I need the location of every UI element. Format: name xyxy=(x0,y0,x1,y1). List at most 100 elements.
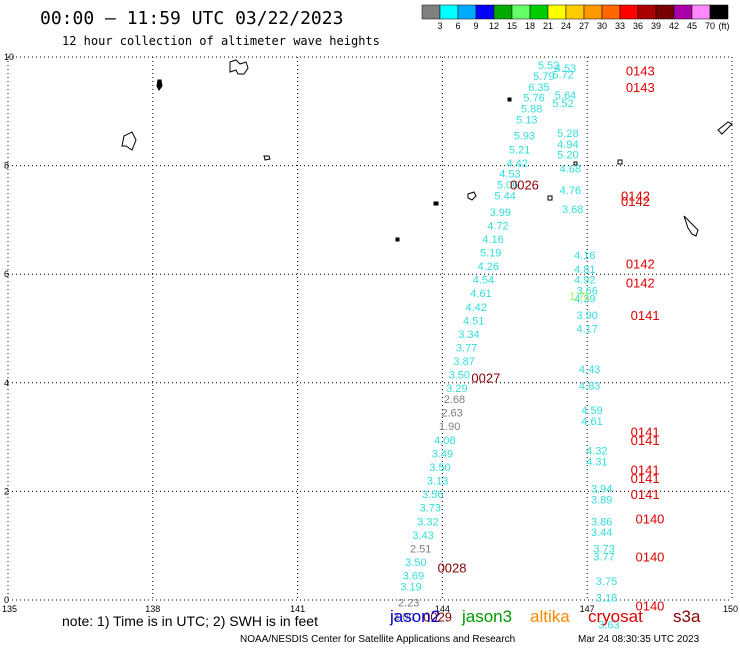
pass-time-label: 0142 xyxy=(626,275,655,290)
pass-time-label: 0141 xyxy=(631,463,660,478)
page-subtitle: 12 hour collection of altimeter wave hei… xyxy=(62,34,380,48)
island-outline xyxy=(121,131,137,151)
colorbar-tick-label: 6 xyxy=(455,21,460,31)
colorbar-swatch xyxy=(565,4,585,20)
colorbar-tick-label: 39 xyxy=(651,21,661,31)
colorbar-tick-label: 42 xyxy=(669,21,679,31)
colorbar-tick-label: 70 xyxy=(705,21,715,31)
wave-height-label: 4.94 xyxy=(557,139,578,151)
wave-height-label: 3.19 xyxy=(400,581,421,593)
colorbar-swatch xyxy=(601,4,621,20)
wave-height-label: 4.53 xyxy=(499,169,520,181)
colorbar-swatch xyxy=(493,4,513,20)
wave-height-label: 4.42 xyxy=(507,158,528,170)
island-outline xyxy=(547,195,553,201)
wave-height-label: 3.77 xyxy=(456,343,477,355)
pass-time-label: 0026 xyxy=(510,178,539,193)
wave-height-label: 3.43 xyxy=(412,530,433,542)
wave-height-label: 4.17 xyxy=(576,324,597,336)
wave-height-label: 4.81 xyxy=(574,264,595,276)
wave-height-label: 2.68 xyxy=(444,394,465,406)
lat-tick-label: 6 xyxy=(4,269,9,279)
colorbar-tick-label: 27 xyxy=(579,21,589,31)
wave-height-label: 5.76 xyxy=(523,93,544,105)
wave-height-label: 3.73 xyxy=(593,543,614,555)
colorbar-tick-label: 45 xyxy=(687,21,697,31)
wave-height-label: 3.63 xyxy=(598,619,619,631)
wave-height-label: 3.50 xyxy=(429,462,450,474)
footer-note: note: 1) Time is in UTC; 2) SWH is in fe… xyxy=(62,613,318,629)
wave-height-labels: 5.525.796.355.765.885.135.935.214.424.53… xyxy=(393,60,620,631)
wave-height-label: 5.88 xyxy=(521,104,542,116)
island-outlines xyxy=(121,59,733,242)
pass-time-label: 0029 xyxy=(423,609,452,624)
wave-height-label: 4.31 xyxy=(586,457,607,469)
satellite-s3a: s3a xyxy=(673,607,701,626)
wave-height-label: 4.26 xyxy=(478,261,499,273)
wave-height-label: 3.68 xyxy=(562,204,583,216)
wave-height-label: 3.56 xyxy=(422,489,443,501)
lon-tick-label: 150 xyxy=(723,604,738,614)
wave-height-label: 3.32 xyxy=(417,516,438,528)
wave-height-label: 3.66 xyxy=(576,285,597,297)
satellite-cryosat: cryosat xyxy=(588,607,643,626)
wave-height-label: 4.43 xyxy=(579,364,600,376)
lon-tick-label: 147 xyxy=(580,604,595,614)
wave-height-label: 1.90 xyxy=(439,421,460,433)
pass-time-label: 0142 xyxy=(621,194,650,209)
wave-height-label: 5.52 xyxy=(552,98,573,110)
wave-height-label: 4.92 xyxy=(574,275,595,287)
wave-height-label: 3.50 xyxy=(405,557,426,569)
wave-height-label: 4.16 xyxy=(482,234,503,246)
pass-time-label: 0028 xyxy=(438,560,467,575)
wave-height-label: 3.73 xyxy=(420,503,441,515)
wave-height-label: 3.44 xyxy=(591,527,612,539)
wave-height-label: 4.59 xyxy=(581,405,602,417)
wave-height-label: 3.50 xyxy=(449,370,470,382)
wave-height-label: 4.68 xyxy=(560,163,581,175)
wave-height-label: 4.42 xyxy=(465,302,486,314)
wave-height-label: 4.16 xyxy=(574,250,595,262)
wave-height-label: 2.63 xyxy=(441,408,462,420)
pass-time-label: 0142 xyxy=(621,188,650,203)
pass-time-label: 0141 xyxy=(631,471,660,486)
colorbar-tick-label: 15 xyxy=(507,21,517,31)
wave-height-label: 5.79 xyxy=(533,71,554,83)
colorbar-tick-label: 36 xyxy=(633,21,643,31)
pass-time-label: 0141 xyxy=(631,425,660,440)
lat-tick-label: 4 xyxy=(4,378,9,388)
lon-tick-label: 138 xyxy=(145,604,160,614)
island-outline xyxy=(263,155,271,161)
wave-height-label: 3.34 xyxy=(458,329,479,341)
satellite-jason2: jason2 xyxy=(390,607,441,626)
colorbar-tick-label: 9 xyxy=(473,21,478,31)
lat-tick-label: 0 xyxy=(4,595,9,605)
wave-height-label: 4.61 xyxy=(581,416,602,428)
pass-time-label: 0027 xyxy=(471,370,500,385)
wave-height-label: 3.99 xyxy=(490,207,511,219)
colorbar-tick-label: 33 xyxy=(615,21,625,31)
wave-height-label: 3.77 xyxy=(593,552,614,564)
island-outline xyxy=(717,121,733,135)
colorbar-swatch xyxy=(475,4,495,20)
wave-height-label: 5.72 xyxy=(552,69,573,81)
colorbar-swatch xyxy=(691,4,711,20)
wave-height-label: 5.20 xyxy=(557,150,578,162)
island-outline xyxy=(683,215,699,237)
wave-height-label: 2.23 xyxy=(398,598,419,610)
wave-height-label: 3.69 xyxy=(403,571,424,583)
satellite-jason3: jason3 xyxy=(462,607,513,626)
colorbar-swatch xyxy=(673,4,693,20)
page-title: 00:00 – 11:59 UTC 03/22/2023 xyxy=(40,8,344,29)
wave-height-label: 3.86 xyxy=(591,516,612,528)
island-outline xyxy=(395,237,400,242)
wave-height-label: 5.64 xyxy=(555,90,576,102)
wave-height-label: 4.54 xyxy=(473,275,494,287)
wave-height-label: 3.18 xyxy=(596,592,617,604)
lat-tick-label: 8 xyxy=(4,161,9,171)
colorbar-swatch xyxy=(457,4,477,20)
pass-time-label: 0141 xyxy=(631,487,660,502)
colorbar-swatch xyxy=(439,4,459,20)
wave-height-label: 3.75 xyxy=(596,576,617,588)
pass-time-label: 0143 xyxy=(626,80,655,95)
